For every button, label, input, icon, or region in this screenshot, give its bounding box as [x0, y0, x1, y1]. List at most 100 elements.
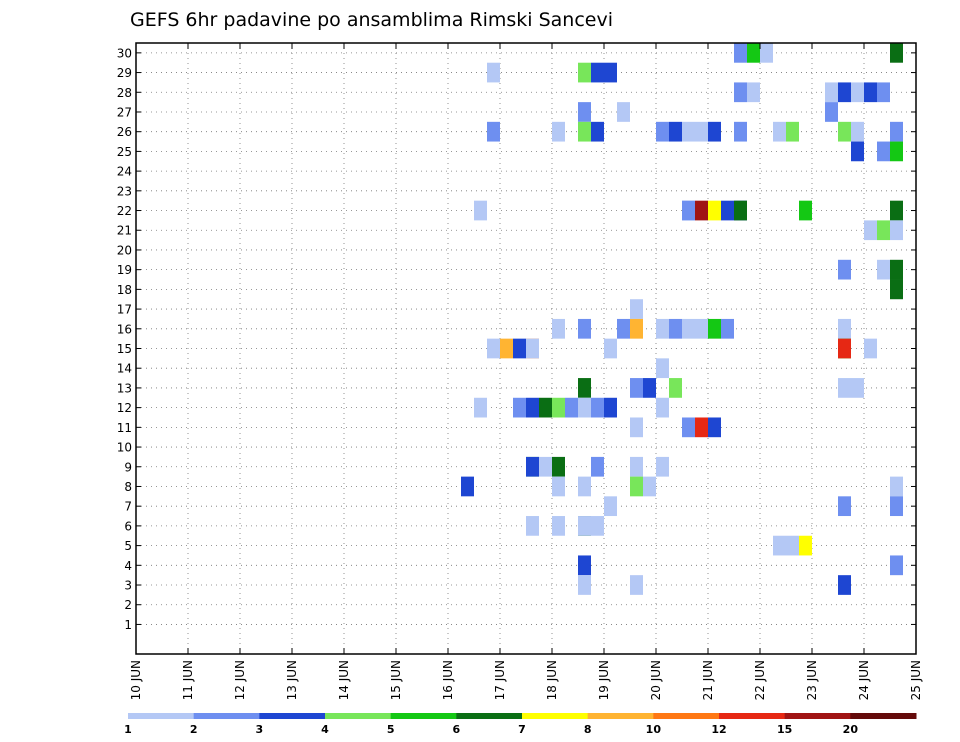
y-tick-label: 30	[117, 46, 132, 60]
legend-color-swatch	[325, 713, 392, 719]
precip-cell	[890, 141, 903, 162]
precip-cell	[461, 476, 474, 497]
precip-cell	[773, 535, 786, 556]
y-tick-label: 19	[117, 263, 132, 277]
chart-title: GEFS 6hr padavine po ansamblima Rimski S…	[130, 9, 613, 31]
precip-cell	[578, 121, 591, 142]
precip-cell	[526, 456, 539, 477]
y-tick-label: 12	[117, 401, 132, 415]
precip-cell	[890, 259, 903, 280]
precip-cell	[747, 82, 760, 103]
precip-cell	[877, 259, 890, 280]
precip-cell	[838, 318, 851, 339]
legend-color-swatch	[587, 713, 654, 719]
legend-label: 7	[518, 723, 526, 736]
precip-cell	[786, 121, 799, 142]
precip-cell	[552, 397, 565, 418]
precip-cell	[669, 121, 682, 142]
x-tick-label: 17 JUN	[493, 660, 507, 700]
y-tick-label: 18	[117, 283, 132, 297]
legend-label: 10	[646, 723, 662, 736]
precip-cell	[643, 378, 656, 398]
precip-cell	[591, 121, 604, 142]
x-tick-label: 13 JUN	[285, 660, 299, 700]
precip-cell	[890, 220, 903, 241]
legend-color-swatch	[390, 713, 457, 719]
y-tick-label: 17	[117, 303, 132, 317]
precip-cell	[591, 62, 604, 83]
legend-color-swatch	[259, 713, 326, 719]
precip-cell	[695, 318, 708, 339]
x-tick-label: 10 JUN	[129, 660, 143, 700]
precip-cell	[682, 318, 695, 339]
legend-color-swatch	[456, 713, 523, 719]
precip-cell	[708, 318, 721, 339]
precip-cell	[630, 417, 643, 438]
precip-cell	[682, 417, 695, 438]
precip-cell	[604, 62, 617, 83]
y-tick-label: 8	[124, 480, 132, 494]
precip-cell	[838, 259, 851, 280]
precip-cell	[578, 516, 591, 536]
y-tick-label: 21	[117, 224, 132, 238]
precip-cell	[838, 121, 851, 142]
x-tick-label: 19 JUN	[597, 660, 611, 700]
precip-cell	[630, 456, 643, 477]
precip-cell	[487, 62, 500, 83]
precip-cell	[591, 397, 604, 418]
precip-cell	[890, 200, 903, 221]
grid-lines	[136, 43, 916, 654]
precip-cell	[695, 417, 708, 438]
precip-cell	[838, 575, 851, 595]
x-tick-label: 24 JUN	[857, 660, 871, 700]
precip-cell	[799, 200, 812, 221]
precip-cell	[630, 378, 643, 398]
y-tick-label: 6	[124, 519, 132, 533]
precip-cell	[591, 516, 604, 536]
precip-cell	[734, 43, 747, 63]
y-tick-label: 4	[124, 559, 132, 573]
precip-cell	[890, 555, 903, 576]
precip-cell	[838, 496, 851, 517]
precip-cell	[604, 496, 617, 517]
precip-cell	[682, 121, 695, 142]
precip-cell	[578, 575, 591, 595]
precip-cell	[578, 476, 591, 497]
precip-cell	[656, 358, 669, 379]
precip-cell	[695, 121, 708, 142]
precip-cell	[474, 200, 487, 221]
precip-cell	[643, 476, 656, 497]
precip-cell	[526, 516, 539, 536]
precip-cell	[877, 220, 890, 241]
precip-cell	[695, 200, 708, 221]
legend-color-swatch	[653, 713, 720, 719]
precip-cell	[851, 82, 864, 103]
precip-cell	[552, 516, 565, 536]
legend-label: 5	[387, 723, 395, 736]
precip-cell	[864, 220, 877, 241]
precip-cell	[578, 555, 591, 576]
precip-cell	[565, 397, 578, 418]
precip-cell	[734, 121, 747, 142]
legend-label: 6	[453, 723, 461, 736]
precip-cell	[578, 62, 591, 83]
x-tick-label: 20 JUN	[649, 660, 663, 700]
precip-cell	[877, 141, 890, 162]
precip-cell	[851, 121, 864, 142]
y-axis-tick-labels: 1234567891011121314151617181920212223242…	[117, 46, 132, 632]
precip-cell	[721, 318, 734, 339]
precip-cell	[721, 200, 734, 221]
y-tick-label: 14	[117, 362, 132, 376]
precip-cell	[500, 338, 513, 359]
precip-cell	[890, 476, 903, 497]
color-legend: 1 2 3 4 5 6 7 8 10 12 15 20	[124, 713, 917, 736]
x-tick-label: 18 JUN	[545, 660, 559, 700]
legend-color-swatch	[193, 713, 260, 719]
precip-cell	[526, 397, 539, 418]
precip-cell	[890, 279, 903, 300]
precip-cell	[890, 121, 903, 142]
precip-cell	[877, 82, 890, 103]
precip-cell	[578, 378, 591, 398]
x-tick-label: 14 JUN	[337, 660, 351, 700]
precip-cell	[708, 200, 721, 221]
